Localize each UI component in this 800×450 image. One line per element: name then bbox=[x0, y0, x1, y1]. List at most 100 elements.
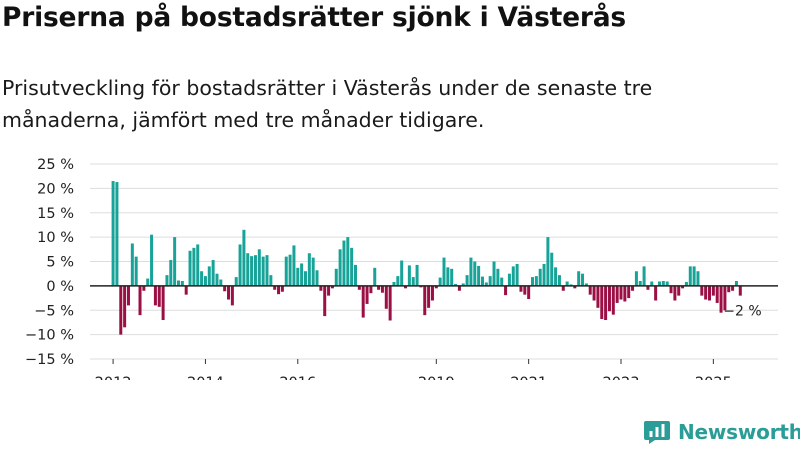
bar bbox=[511, 266, 515, 286]
bar bbox=[492, 261, 496, 286]
bar bbox=[192, 247, 196, 286]
bar bbox=[300, 263, 304, 286]
bar bbox=[619, 285, 623, 300]
bar bbox=[734, 281, 738, 286]
bar bbox=[569, 284, 573, 286]
bar bbox=[700, 285, 704, 296]
bar bbox=[607, 285, 611, 312]
bar bbox=[161, 285, 165, 321]
bar bbox=[634, 271, 638, 286]
bar bbox=[561, 285, 565, 291]
x-tick-label: 2023 bbox=[603, 375, 640, 380]
bar bbox=[392, 281, 396, 286]
bar bbox=[638, 281, 642, 286]
bar bbox=[196, 244, 200, 286]
bar bbox=[596, 285, 600, 308]
bar bbox=[573, 285, 577, 289]
bar bbox=[442, 257, 446, 286]
bar bbox=[473, 261, 477, 286]
bar bbox=[615, 285, 619, 303]
bar bbox=[673, 285, 677, 301]
bar bbox=[115, 182, 119, 286]
bar bbox=[211, 260, 215, 286]
bar bbox=[488, 276, 492, 286]
bar bbox=[257, 249, 261, 286]
bar bbox=[434, 285, 438, 289]
bar bbox=[157, 285, 161, 307]
bar bbox=[450, 268, 454, 286]
bar bbox=[169, 260, 173, 286]
bar bbox=[554, 267, 558, 286]
x-tick-label: 2025 bbox=[695, 375, 732, 380]
bar bbox=[400, 260, 404, 286]
bar bbox=[423, 285, 427, 316]
bar bbox=[411, 277, 415, 286]
bar bbox=[565, 281, 569, 286]
bar bbox=[261, 256, 265, 286]
bar bbox=[407, 265, 411, 286]
bar bbox=[327, 285, 331, 296]
gridlines bbox=[90, 163, 778, 360]
bar bbox=[238, 244, 242, 286]
brand-name: Newsworthy bbox=[678, 420, 800, 444]
bar bbox=[446, 267, 450, 286]
chart-title: Priserna på bostadsrätter sjönk i Väster… bbox=[2, 2, 627, 33]
y-tick-label: −5 % bbox=[34, 303, 74, 319]
bar bbox=[215, 273, 219, 286]
bar bbox=[165, 275, 169, 286]
bar bbox=[588, 285, 592, 295]
bar bbox=[246, 253, 250, 286]
bar bbox=[153, 285, 157, 306]
bar bbox=[203, 276, 207, 286]
bar bbox=[146, 278, 150, 286]
axis-ticks: 25 % 20 % 15 % 10 % 5 % 0 % −5 % −10 % −15 % 2012… bbox=[25, 157, 732, 380]
bar bbox=[611, 285, 615, 315]
y-tick-label: 25 % bbox=[37, 157, 74, 173]
bar-chart: 25 % 20 % 15 % 10 % 5 % 0 % −5 % −10 % −15 % 2012… bbox=[25, 157, 778, 380]
bar bbox=[527, 285, 531, 300]
bar bbox=[415, 264, 419, 286]
bar bbox=[704, 285, 708, 300]
bar bbox=[142, 285, 146, 291]
bar bbox=[253, 255, 257, 286]
x-tick-label: 2016 bbox=[279, 375, 316, 380]
bar bbox=[681, 285, 685, 289]
bar-series bbox=[111, 181, 742, 335]
bar bbox=[303, 271, 307, 286]
bar bbox=[396, 276, 400, 286]
bar bbox=[346, 237, 350, 286]
bar bbox=[604, 285, 608, 321]
bar bbox=[388, 285, 392, 321]
bar bbox=[507, 273, 511, 286]
bar bbox=[650, 281, 654, 286]
bar bbox=[584, 283, 588, 286]
x-tick-label: 2021 bbox=[510, 375, 547, 380]
bar bbox=[692, 266, 696, 286]
y-tick-label: −10 % bbox=[25, 328, 74, 344]
bar bbox=[500, 277, 504, 286]
bar bbox=[461, 283, 465, 286]
bar bbox=[188, 250, 192, 286]
bar bbox=[280, 285, 284, 292]
bar bbox=[631, 285, 635, 291]
bar bbox=[342, 240, 346, 286]
bar bbox=[119, 285, 123, 335]
bar bbox=[230, 285, 234, 306]
bar bbox=[642, 266, 646, 286]
bar bbox=[223, 285, 227, 292]
bar bbox=[550, 252, 554, 286]
bar bbox=[430, 285, 434, 301]
y-tick-label: −15 % bbox=[25, 352, 74, 368]
bar bbox=[184, 285, 188, 295]
chart-subtitle: Prisutveckling för bostadsrätter i Väste… bbox=[2, 76, 653, 132]
y-tick-label: 10 % bbox=[37, 230, 74, 246]
bar bbox=[404, 285, 408, 289]
bar bbox=[234, 277, 238, 286]
bar bbox=[311, 257, 315, 286]
bar bbox=[465, 275, 469, 286]
bar bbox=[315, 270, 319, 286]
bar bbox=[534, 276, 538, 286]
bar bbox=[323, 285, 327, 317]
bar bbox=[330, 285, 334, 289]
bar bbox=[542, 263, 546, 286]
